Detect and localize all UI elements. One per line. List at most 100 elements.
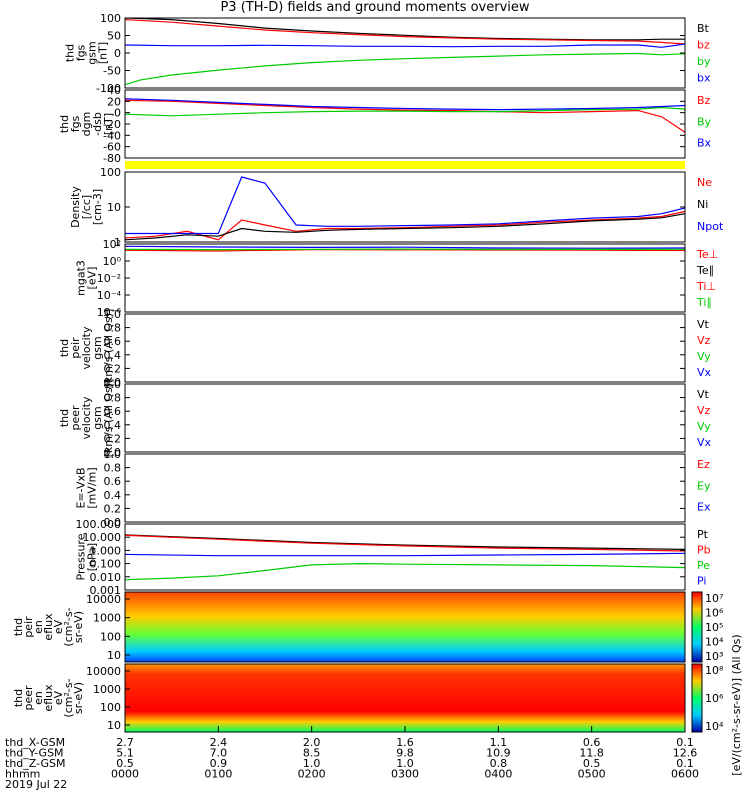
panel-frame: [124, 523, 686, 591]
panel-frame: [124, 89, 686, 159]
y-tick-label: 1.000: [90, 544, 122, 557]
y-tick-label: 40: [107, 84, 121, 97]
panel-frame: [124, 171, 686, 243]
y-tick-label: 1: [114, 236, 121, 249]
legend-entry-Te: Te⊥: [696, 248, 718, 261]
legend-entry-Vt: Vt: [697, 388, 710, 401]
legend-entry-Vz: Vz: [697, 404, 711, 417]
legend-entry-Ez: Ez: [697, 458, 710, 471]
panel-frame: [124, 243, 686, 313]
ephemeris-value: 1.0: [303, 757, 321, 770]
y-axis-label: peer: [69, 405, 82, 431]
ephemeris-value: 1.6: [396, 736, 414, 749]
y-tick-label: 10000: [86, 665, 121, 678]
y-tick-label: 0.0: [104, 376, 122, 389]
y-axis-label: eflux: [42, 684, 55, 712]
series-Npot-line: [125, 176, 686, 235]
y-tick-label: 1.0: [104, 448, 122, 461]
y-tick-label: 10: [107, 649, 121, 662]
spectrogram-0: [124, 591, 703, 663]
y-tick-label: 10: [107, 719, 121, 732]
series-Ti-line: [124, 245, 686, 249]
y-axis-label: Pressure: [75, 533, 88, 580]
ephemeris-value: 9.8: [396, 747, 414, 760]
ephemeris-value: 0000: [111, 768, 139, 781]
ephemeris-value: 1.0: [396, 757, 414, 770]
colorbar-tick-label: 10³: [705, 650, 723, 663]
y-axis-label: thd: [12, 618, 25, 636]
series-Pe-line: [124, 562, 686, 581]
chart-title: P3 (TH-D) fields and ground moments over…: [220, 0, 530, 15]
series-Bt-line: [124, 17, 685, 41]
y-axis-label: en: [32, 691, 45, 705]
date-label: 2019 Jul 22: [5, 778, 67, 791]
legend-entry-Pe: Pe: [697, 559, 710, 572]
legend-entry-Vx: Vx: [697, 366, 712, 379]
y-axis-label: mgat3: [75, 260, 88, 296]
legend-entry-Ne: Ne: [697, 176, 712, 189]
colorbar-label: [eV/(cm²-s-sr-eV)] (All Qs): [730, 634, 743, 775]
ephemeris-value: 0500: [578, 768, 606, 781]
colorbar-tick-label: 10⁴: [705, 720, 724, 733]
ephemeris-value: 0100: [204, 768, 232, 781]
panel-2: [124, 171, 686, 243]
y-axis-label: velocity: [80, 326, 93, 369]
ephemeris-value: 2.0: [303, 736, 321, 749]
panel-frame: [124, 453, 686, 523]
y-tick-label: 0.2: [104, 362, 122, 375]
series-Ni-line: [124, 213, 686, 241]
y-axis-label: thd: [58, 115, 71, 133]
y-axis-label: peer: [22, 685, 35, 711]
ephemeris-value: 0200: [298, 768, 326, 781]
y-tick-label: 20: [107, 95, 121, 108]
ephemeris-value: 2.7: [116, 736, 134, 749]
y-axis-label: peir: [69, 337, 82, 359]
legend-entry-Ti: Ti∥: [696, 296, 712, 309]
y-axis-label: [nT]: [102, 113, 115, 135]
legend-entry-Pt: Pt: [697, 528, 709, 541]
y-axis-label: [mV/m]: [86, 467, 99, 508]
colorbar-tick-label: 10⁷: [705, 592, 723, 605]
legend-entry-Vy: Vy: [697, 420, 711, 433]
legend-entry-Npot: Npot: [697, 220, 724, 233]
y-tick-label: 100: [100, 12, 121, 25]
y-tick-label: 0.010: [90, 571, 122, 584]
panel-5: [124, 383, 686, 453]
y-axis-label: gsm: [91, 406, 104, 429]
y-axis-label: fgs: [75, 44, 88, 61]
ephemeris-value: 0.8: [490, 757, 508, 770]
ephemeris-row-label: hhmm: [5, 768, 40, 781]
ephemeris-value: 0.6: [583, 736, 601, 749]
panel-frame: [124, 313, 686, 383]
legend-entry-Ey: Ey: [697, 479, 711, 492]
y-tick-label: 10⁻⁴: [97, 289, 122, 302]
spectrogram-image: [125, 664, 685, 732]
y-axis-label: eV: [52, 690, 65, 705]
ephemeris-value: 0300: [391, 768, 419, 781]
ephemeris-row-label: thd_Z-GSM: [5, 757, 65, 770]
legend-entry-By: By: [697, 115, 712, 128]
y-tick-label: 100: [100, 166, 121, 179]
y-tick-label: 0.4: [104, 419, 122, 432]
y-axis-label: [km/s (All Qs)]: [102, 379, 115, 458]
y-tick-label: -60: [103, 141, 121, 154]
y-tick-label: 10⁻⁶: [97, 306, 122, 319]
colorbar: [691, 591, 703, 663]
ephemeris-value: 0.5: [116, 757, 134, 770]
spectrogram-image: [125, 592, 685, 662]
colorbar-tick-label: 10⁸: [705, 664, 724, 677]
ephemeris-value: 8.5: [303, 747, 321, 760]
y-axis-label: fgs: [69, 115, 82, 132]
legend-entry-by: by: [697, 55, 711, 68]
series-Pt-line: [124, 534, 686, 550]
y-tick-label: 10⁻²: [97, 272, 121, 285]
legend-entry-Vy: Vy: [697, 350, 711, 363]
y-tick-label: -50: [103, 65, 121, 78]
y-tick-label: 50: [107, 30, 121, 43]
legend-entry-Vx: Vx: [697, 436, 712, 449]
y-axis-label: thd: [58, 339, 71, 357]
y-tick-label: 0: [114, 47, 121, 60]
y-tick-label: 0.8: [104, 322, 122, 335]
y-tick-label: 0.0: [104, 446, 122, 459]
